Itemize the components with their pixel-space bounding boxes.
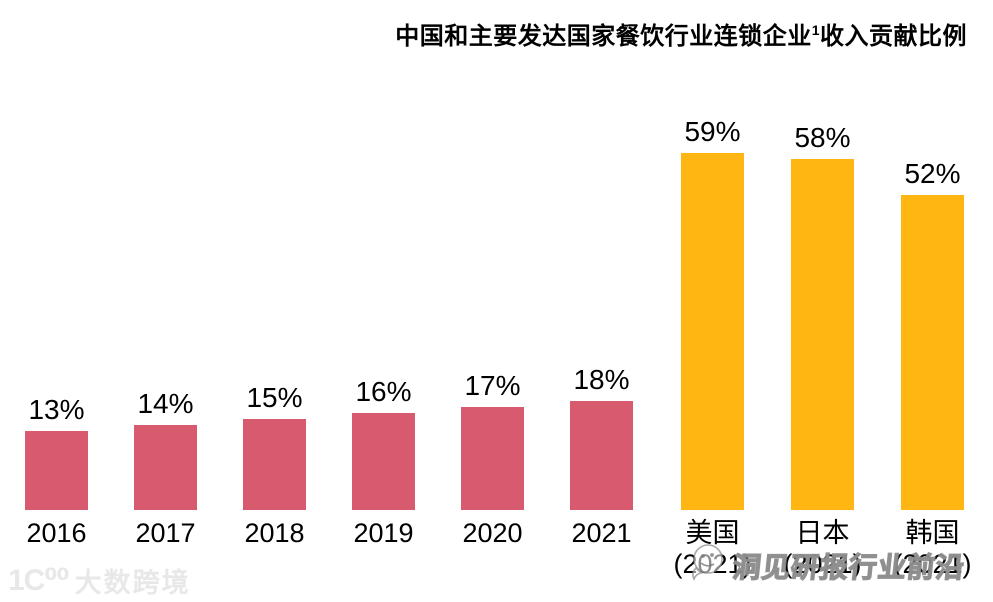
watermark-text: 洞见研报行业前沿 [731,551,968,583]
axis-label: 2019 [353,518,414,548]
brand-name: 大数跨境 [74,568,191,598]
title-prefix: 中国和主要发达国家餐饮行业连锁企业 [395,23,812,50]
bar-日本 [791,159,854,510]
watermark-bottom-right: 洞见研报行业前沿 [685,541,968,590]
bar-value-label: 18% [573,364,630,395]
bar-韩国 [901,195,964,510]
bar-value-label: 58% [794,122,851,153]
bar-2018 [243,419,306,510]
bar-2021 [570,401,633,510]
bar-value-label: 16% [355,376,412,407]
bar-2019 [352,413,415,510]
bar-value-label: 13% [28,394,85,425]
axis-label: 美国(2021) [673,518,751,579]
bar-2020 [461,407,524,510]
axis-label: 2017 [135,518,196,548]
bar-value-label: 17% [464,370,521,401]
mascot-chat-bubble-icon [685,541,727,590]
bar-美国 [681,153,744,510]
bar-value-label: 52% [904,158,961,189]
title-superscript: 1 [811,22,820,38]
axis-label: 日本 (2021) [783,518,862,579]
watermark-bottom-left: 1C⁰⁰ 大数跨境 [8,561,191,600]
axis-label: 2020 [462,518,523,548]
bar-2017 [134,425,197,510]
axis-label: 2016 [26,518,87,548]
brand-logo-icon: 1C⁰⁰ [8,564,70,597]
bar-value-label: 14% [137,388,194,419]
bar-value-label: 59% [684,116,741,147]
axis-label: 韩国 (2021) [893,518,972,579]
bar-value-label: 15% [246,382,303,413]
title-suffix: 收入贡献比例 [820,23,967,50]
page-title: 中国和主要发达国家餐饮行业连锁企业1收入贡献比例 [395,16,967,51]
axis-label: 2021 [571,518,632,548]
axis-label: 2018 [244,518,305,548]
bar-2016 [25,431,88,510]
